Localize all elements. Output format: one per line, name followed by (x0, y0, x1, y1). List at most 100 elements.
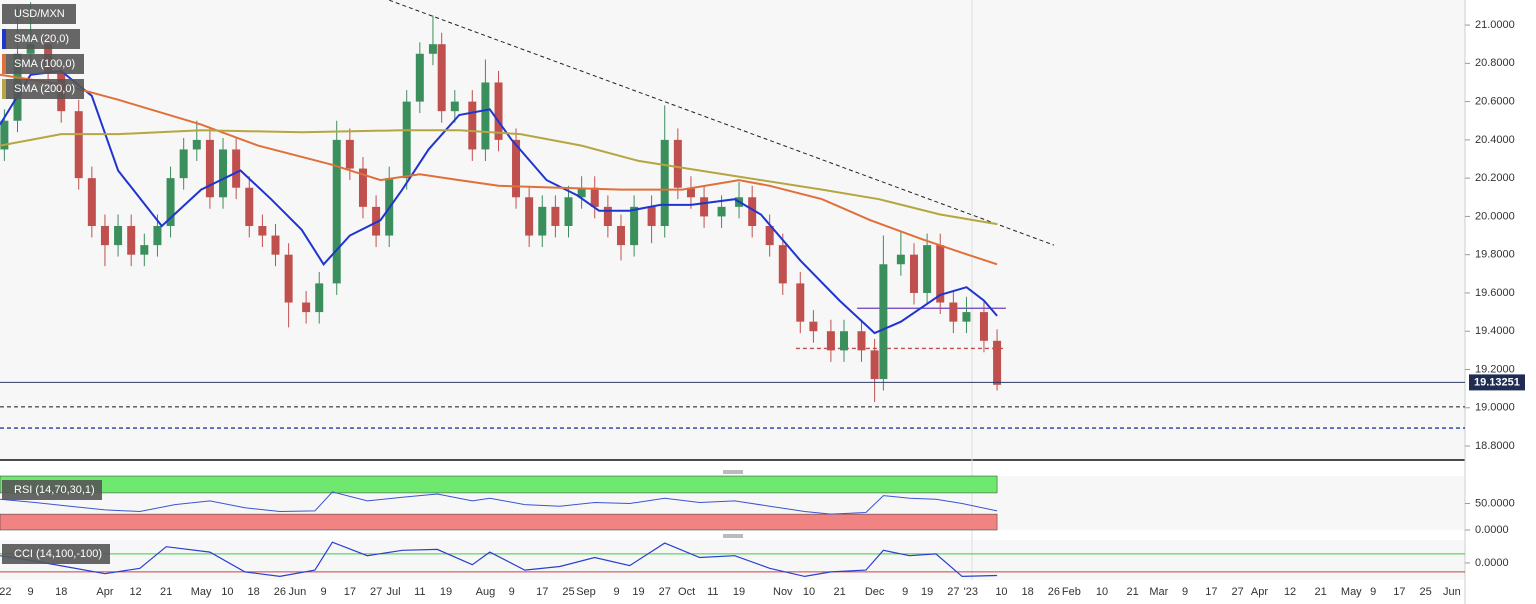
y-tick-label: 50.0000 (1475, 497, 1515, 509)
legend-label: SMA (200,0) (14, 83, 75, 95)
candle-body (796, 283, 805, 322)
y-tick-label: 19.8000 (1475, 249, 1515, 261)
x-tick-label: 17 (344, 586, 356, 598)
legend-box (2, 4, 76, 24)
y-tick-label: 0.0000 (1475, 524, 1509, 536)
rsi-line (0, 491, 998, 515)
x-tick-label: Jun (1443, 586, 1461, 598)
x-tick-label: Dec (865, 586, 885, 598)
x-tick-label: Nov (773, 586, 793, 598)
x-tick-label: 11 (414, 586, 425, 598)
current-price-label: 19.13251 (1474, 376, 1520, 388)
x-tick-label: 26 (1048, 586, 1060, 598)
candle-body (245, 187, 254, 226)
x-tick-label: Apr (96, 586, 113, 598)
x-tick-label: 19 (632, 586, 644, 598)
x-tick-label: Feb (1062, 586, 1081, 598)
resize-handle[interactable] (723, 470, 743, 474)
candle-body (140, 245, 149, 255)
cci-panel (0, 540, 1465, 580)
trendline (389, 0, 1055, 246)
candle-body (909, 254, 918, 293)
x-tick-label: 12 (129, 586, 141, 598)
candle-body (962, 312, 971, 322)
candle-body (525, 197, 534, 236)
x-tick-label: 21 (160, 586, 172, 598)
candle-body (219, 149, 228, 198)
legend-swatch (2, 29, 6, 49)
candle-body (603, 206, 612, 226)
legend-box (2, 79, 84, 99)
candle-body (100, 225, 109, 246)
legend-box (2, 29, 80, 49)
candle-body (271, 235, 280, 255)
x-tick-label: Sep (576, 586, 596, 598)
candle-body (468, 101, 477, 150)
candle-body (192, 139, 201, 150)
x-tick-label: 10 (803, 586, 815, 598)
x-tick-label: 27 (1231, 586, 1243, 598)
x-tick-label: 19 (921, 586, 933, 598)
candle-body (481, 82, 490, 150)
candle-body (923, 245, 932, 293)
candle-body (949, 302, 958, 322)
x-tick-label: 25 (562, 586, 574, 598)
candle-body (74, 111, 83, 179)
candle-body (428, 44, 437, 54)
candle-body (870, 350, 879, 380)
candle-body (402, 101, 411, 179)
candle-body (993, 340, 1002, 385)
candle-body (809, 321, 818, 332)
x-tick-label: Aug (476, 586, 496, 598)
legend-swatch (2, 79, 6, 99)
x-tick-label: 9 (1182, 586, 1188, 598)
legend-label: SMA (100,0) (14, 58, 75, 70)
candle-body (494, 82, 503, 140)
x-tick-label: 18 (55, 586, 67, 598)
oversold-band (0, 513, 998, 531)
x-tick-label: Jul (387, 586, 401, 598)
candle-body (127, 225, 136, 255)
y-tick-label: 19.0000 (1475, 402, 1515, 414)
y-tick-label: 20.0000 (1475, 210, 1515, 222)
candle-body (450, 101, 459, 112)
x-tick-label: 27 (659, 586, 671, 598)
price-panel (0, 0, 1465, 460)
y-tick-label: 20.6000 (1475, 96, 1515, 108)
candle-body (840, 331, 849, 351)
x-tick-label: 9 (321, 586, 327, 598)
x-tick-label: 19 (733, 586, 745, 598)
x-tick-label: 9 (28, 586, 34, 598)
x-tick-label: May (191, 586, 212, 598)
x-tick-label: '23 (964, 586, 978, 598)
y-tick-label: 20.4000 (1475, 134, 1515, 146)
x-tick-label: 27 (947, 586, 959, 598)
x-tick-label: 9 (902, 586, 908, 598)
x-tick-label: 17 (1393, 586, 1405, 598)
legend-box (2, 480, 102, 500)
candle-body (826, 331, 835, 351)
y-tick-label: 19.4000 (1475, 325, 1515, 337)
candle-body (538, 206, 547, 236)
current-price-box (1469, 374, 1525, 391)
candle-body (315, 283, 324, 313)
candle-body (284, 254, 293, 303)
candle-body (616, 225, 625, 246)
sma-line (0, 129, 998, 226)
legend-label: USD/MXN (14, 8, 65, 20)
candle-body (577, 187, 586, 198)
legend-label: CCI (14,100,-100) (14, 548, 102, 560)
candle-body (660, 139, 669, 226)
candle-body (647, 206, 656, 226)
candle-body (512, 139, 521, 198)
x-tick-label: 19 (440, 586, 452, 598)
candle-body (936, 245, 945, 303)
candle-body (686, 187, 695, 198)
candle-body (748, 197, 757, 226)
candle-body (153, 225, 162, 246)
resize-handle[interactable] (723, 534, 743, 538)
x-tick-label: Apr (1251, 586, 1268, 598)
candle-body (0, 120, 9, 150)
